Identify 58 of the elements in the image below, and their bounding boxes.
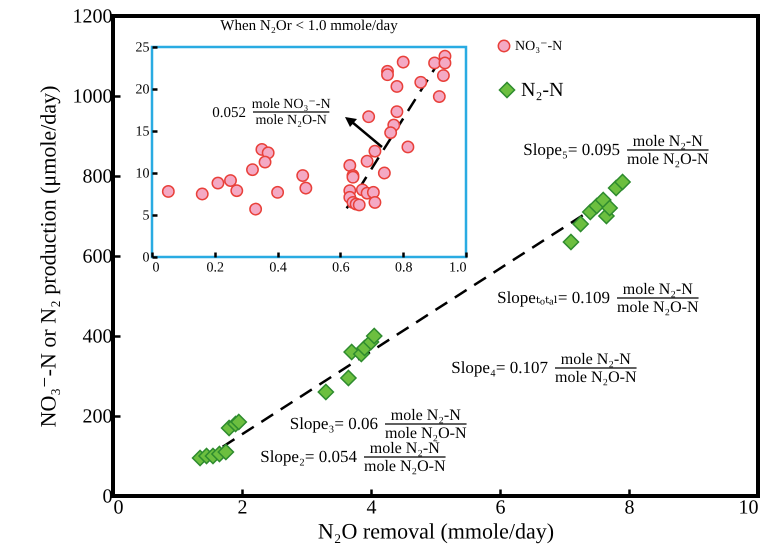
point	[390, 80, 404, 93]
y-tick-label: 10	[136, 166, 150, 182]
legend-label: NO₃⁻-N	[515, 39, 562, 54]
point	[230, 184, 244, 198]
x-tick-label: 10	[738, 496, 758, 518]
point	[432, 90, 446, 103]
y-tick-label: 600	[82, 246, 112, 268]
y-tick-label: 25	[136, 40, 150, 56]
chart-title: When N₂Or < 1.0 mmole/day	[220, 18, 398, 34]
x-tick-label: 0.6	[332, 260, 350, 276]
point	[378, 166, 391, 180]
point	[414, 76, 428, 89]
x-tick-label: 6	[496, 496, 506, 518]
y-tick-label: 400	[82, 326, 112, 348]
x-axis-title: N₂O removal (mmole/day)	[318, 518, 554, 544]
point	[258, 156, 272, 169]
x-tick-label: 8	[624, 496, 634, 518]
point	[368, 144, 382, 158]
point	[436, 69, 450, 82]
point	[352, 198, 366, 212]
point	[366, 186, 380, 199]
y-tick-label: 1200	[72, 6, 112, 28]
point	[196, 188, 209, 200]
x-tick-label: 0	[152, 260, 160, 276]
point	[401, 140, 414, 154]
x-tick-label: 1.0	[449, 260, 466, 276]
y-tick-label: 0	[142, 250, 150, 266]
x-tick-label: 0.8	[394, 260, 412, 276]
legend-label: N₂-N	[521, 79, 564, 101]
point	[428, 56, 442, 70]
x-tick-label: 0.2	[206, 260, 224, 276]
x-tick-label: 2	[238, 496, 248, 518]
y-axis-title: NO₃⁻-N or N₂ production (μmole/day)	[36, 86, 60, 428]
point	[390, 105, 404, 118]
point	[384, 126, 398, 140]
point	[296, 169, 310, 182]
point	[211, 176, 224, 190]
point	[368, 196, 382, 209]
y-tick-label: 1000	[72, 86, 112, 108]
x-tick-label: 0.4	[269, 260, 287, 276]
point	[343, 159, 356, 172]
point	[362, 110, 376, 124]
point	[271, 186, 284, 199]
x-tick-label: 4	[366, 496, 376, 518]
point	[224, 174, 237, 187]
point	[360, 154, 374, 168]
point	[246, 163, 259, 176]
point	[299, 182, 312, 195]
y-tick-label: 200	[82, 406, 112, 428]
y-tick-label: 5	[142, 208, 150, 224]
point	[249, 202, 262, 216]
y-tick-label: 20	[136, 82, 150, 98]
point	[396, 56, 410, 69]
y-tick-label: 800	[82, 166, 112, 188]
point	[381, 68, 394, 82]
point	[162, 185, 175, 198]
point	[438, 56, 452, 70]
y-tick-label: 15	[136, 124, 150, 140]
